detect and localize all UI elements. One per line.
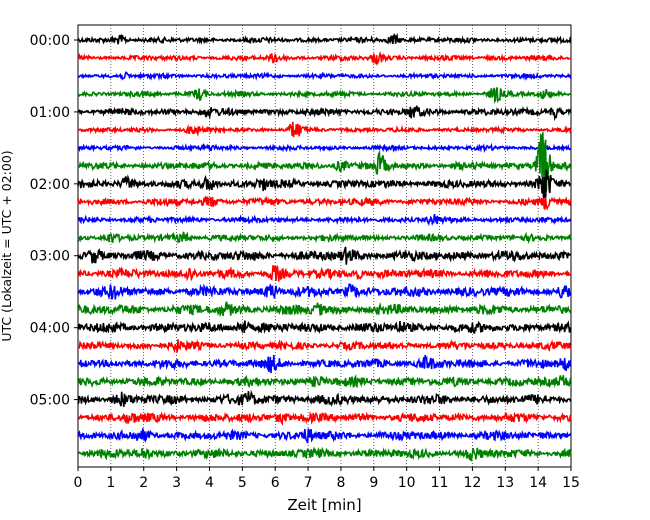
- trace-0145: [77, 132, 572, 193]
- trace-0415: [77, 339, 572, 354]
- trace-0100: [77, 105, 572, 122]
- x-tick-label: 1: [106, 475, 115, 491]
- trace-0115: [77, 121, 572, 138]
- trace-0515: [77, 411, 572, 426]
- x-tick-label: 7: [304, 475, 313, 491]
- y-tick-label: 04:00: [30, 321, 70, 337]
- x-tick-label: 9: [369, 475, 378, 491]
- y-tick-label: 01:00: [30, 105, 70, 121]
- x-tick-label: 5: [238, 475, 247, 491]
- trace-0030: [77, 71, 572, 81]
- y-tick-label: 00:00: [30, 33, 70, 49]
- plot-area: [77, 24, 572, 468]
- y-tick-label: 02:00: [30, 177, 70, 193]
- x-axis: 0 1 2 3 4 5 6 7 8 9 10 11 12 13 14 15: [74, 467, 580, 491]
- trace-0230: [77, 213, 572, 227]
- trace-0530: [77, 428, 572, 444]
- traces: [77, 32, 572, 462]
- trace-0215: [77, 195, 572, 211]
- trace-0445: [77, 373, 572, 389]
- trace-0300: [77, 246, 572, 265]
- x-tick-label: 11: [431, 475, 449, 491]
- trace-0045: [77, 87, 572, 105]
- x-tick-label: 6: [271, 475, 280, 491]
- trace-0500: [77, 389, 572, 407]
- x-tick-label: 15: [562, 475, 580, 491]
- trace-0345: [77, 301, 572, 318]
- x-axis-label: Zeit [min]: [287, 496, 361, 514]
- y-axis-label: UTC (Lokalzeit = UTC + 02:00): [0, 150, 14, 341]
- trace-0400: [77, 320, 572, 335]
- y-axis: 00:00 01:00 02:00 03:00 04:00 05:00: [30, 33, 78, 409]
- trace-0130: [77, 142, 572, 154]
- x-tick-label: 14: [529, 475, 547, 491]
- trace-0430: [77, 354, 572, 374]
- trace-0200: [77, 169, 572, 203]
- x-tick-label: 2: [139, 475, 148, 491]
- x-tick-label: 3: [172, 475, 181, 491]
- trace-0245: [77, 231, 572, 245]
- y-tick-label: 05:00: [30, 393, 70, 409]
- trace-0015: [77, 50, 572, 67]
- x-tick-label: 12: [463, 475, 481, 491]
- x-tick-label: 10: [398, 475, 416, 491]
- x-tick-label: 13: [496, 475, 514, 491]
- trace-0545: [77, 446, 572, 462]
- trace-0315: [77, 265, 572, 282]
- trace-0330: [77, 283, 572, 301]
- y-tick-label: 03:00: [30, 249, 70, 265]
- x-tick-label: 4: [205, 475, 214, 491]
- x-tick-label: 8: [336, 475, 345, 491]
- trace-0000: [77, 32, 572, 45]
- x-tick-label: 0: [74, 475, 83, 491]
